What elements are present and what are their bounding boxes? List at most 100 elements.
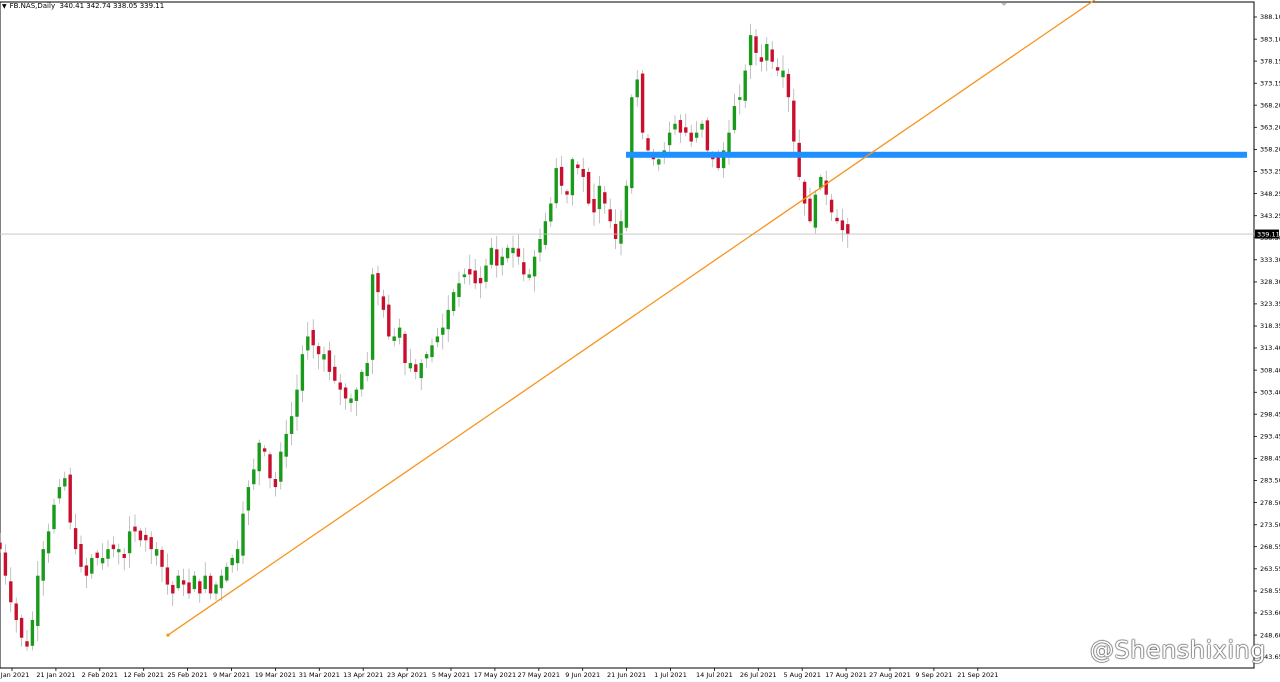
bearish-candle [640,73,645,133]
date-tick-label: 17 May 2021 [474,671,516,679]
bullish-candle [624,185,629,228]
bullish-candle [457,283,461,298]
price-tick-label: 278.50 [1260,499,1280,507]
bearish-candle [165,567,170,585]
bearish-candle [273,479,278,488]
bullish-candle [246,487,251,511]
bearish-candle [79,544,83,567]
date-axis: 8 Jan 2021 21 Jan 2021 2 Feb 2021 12 Feb 20… [0,668,998,679]
date-tick-label: 12 Feb 2021 [123,671,163,679]
resistance-zone [626,151,1247,158]
bearish-candle [133,526,137,532]
bullish-candle [549,203,553,222]
bearish-candle [565,191,569,195]
bearish-candle [68,474,72,523]
bullish-candle [46,531,51,554]
bearish-candle [160,549,164,567]
bullish-candle [176,575,180,589]
bullish-candle [225,566,229,581]
price-tick-label: 318.35 [1260,322,1280,330]
bearish-candle [3,552,8,576]
bullish-candle [214,584,218,594]
bearish-candle [333,366,337,381]
bearish-candle [576,164,580,169]
bullish-candle [819,176,823,189]
bullish-candle [219,575,224,589]
price-tick-label: 268.55 [1260,543,1280,551]
chart-menu-arrow-icon[interactable]: ▼ [2,3,7,10]
bearish-candle [111,544,116,550]
bearish-candle [786,73,791,98]
bullish-candle [732,106,737,130]
chart-shift-marker-icon [1001,3,1007,6]
bearish-candle [381,296,386,310]
bullish-candle [673,123,677,130]
price-tick-label: 328.30 [1260,278,1280,286]
bullish-candle [505,247,510,259]
bearish-candle [171,584,175,594]
price-tick-label: 253.60 [1260,609,1280,617]
current-price-label: 339.11 [1257,230,1280,238]
current-price-badge [1255,229,1279,239]
bullish-candle [657,159,661,165]
bullish-candle [451,292,456,312]
bearish-candle [9,581,13,603]
bullish-candle [630,97,634,189]
bearish-candle [613,223,618,239]
price-tick-label: 298.45 [1260,410,1280,418]
date-tick-label: 21 Jan 2021 [36,671,75,679]
bullish-candle [748,35,753,66]
date-tick-label: 9 Mar 2021 [213,671,250,679]
bearish-candle [262,448,267,452]
ohlc-values: 340.41 342.74 338.05 339.11 [59,2,165,10]
bullish-candle [635,79,639,98]
bullish-candle [554,168,558,204]
price-tick-label: 383.10 [1260,35,1280,43]
bearish-candle [19,617,24,638]
bearish-candle [73,528,78,550]
bullish-candle [484,265,488,282]
bearish-candle [187,582,191,594]
bearish-candle [343,387,348,399]
bullish-candle [441,327,445,335]
bullish-candle [543,221,548,245]
bearish-candle [181,580,186,585]
date-tick-label: 9 Jun 2021 [565,671,600,679]
date-tick-label: 2 Feb 2021 [82,671,118,679]
bearish-candle [522,262,526,275]
bearish-candle [592,198,596,213]
bearish-candle [516,248,521,257]
date-tick-label: 25 Feb 2021 [167,671,207,679]
bearish-candle [414,364,418,372]
price-tick-label: 358.20 [1260,146,1280,154]
symbol-name: FB.NAS,Daily [9,2,56,10]
price-tick-label: 373.15 [1260,79,1280,87]
bearish-candle [684,127,688,133]
price-tick-label: 368.20 [1260,101,1280,109]
bullish-candle [41,549,45,581]
plot-border [0,1,1255,669]
price-tick-label: 313.40 [1260,344,1280,352]
bearish-candle [316,346,321,355]
bullish-candle [511,247,515,254]
bullish-candle [349,398,353,403]
bearish-candle [0,542,2,550]
bearish-candle [797,142,801,177]
bearish-candle [376,273,380,293]
price-tick-label: 243.65 [1260,653,1280,661]
bullish-candle [419,363,423,379]
price-tick-label: 363.20 [1260,124,1280,132]
bullish-candle [289,416,294,434]
bullish-candle [117,549,121,553]
bearish-candle [138,530,143,541]
bullish-candle [322,354,326,360]
bearish-candle [559,166,564,186]
date-tick-label: 8 Jan 2021 [0,671,29,679]
bullish-candle [63,478,67,487]
date-tick-label: 21 Jun 2021 [607,671,646,679]
price-tick-label: 378.15 [1260,57,1280,65]
bullish-candle [300,354,305,391]
bullish-candle [462,274,467,278]
date-tick-label: 27 May 2021 [518,671,560,679]
